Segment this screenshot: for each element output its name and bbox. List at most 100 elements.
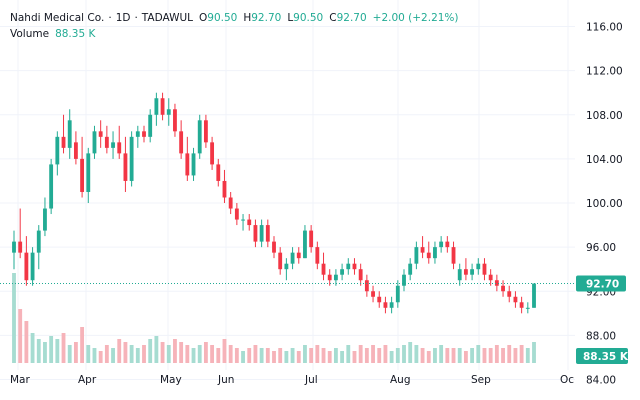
volume-bar <box>179 342 184 363</box>
chart-legend: Nahdi Medical Co. · 1D · TADAWUL O 90.50 … <box>10 10 459 42</box>
volume-bar <box>371 345 375 363</box>
candle-body <box>30 252 35 281</box>
candle-body <box>191 153 196 176</box>
candle-body <box>228 197 233 209</box>
volume-bar <box>36 339 41 363</box>
candle-body <box>352 263 357 270</box>
candle-body <box>253 225 258 242</box>
candle-body <box>98 131 103 137</box>
volume-bar <box>494 345 499 363</box>
candle-body <box>340 269 345 275</box>
volume-bar <box>377 348 382 363</box>
volume-bar <box>117 339 122 363</box>
candle-body <box>377 296 382 303</box>
volume-bar <box>148 339 153 363</box>
volume-bar <box>203 342 208 363</box>
interval-label[interactable]: 1D <box>115 12 131 24</box>
candle-body <box>476 263 481 270</box>
volume-bar <box>241 351 245 363</box>
volume-bar <box>482 348 487 363</box>
candle-body <box>80 158 85 192</box>
volume-bar <box>352 351 357 363</box>
price-tag-text: 92.70 <box>586 279 619 291</box>
volume-bar <box>166 345 171 363</box>
volume-bar <box>185 345 190 363</box>
volume-bar <box>402 345 406 363</box>
y-tick-label: 108.00 <box>586 110 623 122</box>
candle-body <box>12 241 16 253</box>
price-tag-box <box>576 275 626 292</box>
volume-bar <box>247 348 252 363</box>
candle-body <box>123 153 128 181</box>
volume-bar <box>111 348 115 363</box>
price-axis[interactable]: 116.00112.00108.00104.00100.0096.0092.00… <box>586 22 623 387</box>
candle-body <box>408 263 413 275</box>
volume-bar <box>210 345 215 363</box>
candle-body <box>135 131 140 137</box>
candle-body <box>55 136 60 165</box>
candle-body <box>309 230 314 248</box>
volume-bar <box>303 345 307 363</box>
symbol-name[interactable]: Nahdi Medical Co. <box>10 12 105 24</box>
high-label: H <box>243 12 252 24</box>
candle-body <box>43 208 47 231</box>
volume-bar <box>395 348 400 363</box>
high-value: 92.70 <box>251 12 282 24</box>
volume-bar <box>414 345 419 363</box>
candle-body <box>49 164 54 209</box>
x-tick-label: Apr <box>78 374 97 386</box>
candle-body <box>482 263 487 275</box>
volume-bar <box>67 345 72 363</box>
candle-body <box>148 114 153 137</box>
candle-body <box>327 274 332 281</box>
candle-body <box>426 252 431 259</box>
volume-bar <box>173 339 177 363</box>
volume-tag: 88.35 K <box>576 348 629 364</box>
candle-body <box>513 296 518 303</box>
candle-body <box>402 274 406 286</box>
volume-bar <box>61 333 66 363</box>
volume-tag-box <box>576 348 628 364</box>
volume-bar <box>253 345 258 363</box>
volume-bar <box>18 309 23 363</box>
volume-bar <box>135 348 140 363</box>
volume-bar <box>123 342 128 363</box>
time-axis[interactable]: Mar Apr May Jun Jul Aug Sep Oc <box>10 374 574 386</box>
volume-row: Volume 88.35 K <box>10 26 459 42</box>
x-tick-label: Sep <box>471 374 491 386</box>
candle-body <box>241 219 245 221</box>
candle-body <box>67 120 72 148</box>
volume-bar <box>463 351 468 363</box>
candle-body <box>129 136 134 181</box>
candle-body <box>92 131 97 154</box>
candle-body <box>519 302 524 308</box>
candle-body <box>210 142 215 165</box>
candle-body <box>532 283 536 308</box>
x-tick-label: Jul <box>304 374 318 386</box>
candle-body <box>463 269 468 275</box>
candle-body <box>445 241 450 248</box>
exchange-label: TADAWUL <box>141 12 194 24</box>
candle-body <box>142 131 146 137</box>
volume-bar <box>408 342 413 363</box>
volume-bar <box>216 348 221 363</box>
candle-body <box>185 153 190 176</box>
volume-bar <box>488 348 493 363</box>
candle-body <box>117 142 122 154</box>
volume-bar <box>30 333 35 363</box>
candle-body <box>216 164 221 181</box>
candle-body <box>73 142 78 159</box>
volume-bar <box>98 351 103 363</box>
candle-body <box>284 263 289 270</box>
candle-body <box>358 269 363 281</box>
volume-label: Volume <box>10 28 50 40</box>
volume-bar <box>197 345 202 363</box>
candle-body <box>494 280 499 286</box>
candle-body <box>272 241 276 253</box>
volume-bar <box>327 351 332 363</box>
volume-bar <box>525 348 530 363</box>
candle-body <box>173 109 177 132</box>
volume-bar <box>470 348 475 363</box>
candle-body <box>166 109 171 115</box>
